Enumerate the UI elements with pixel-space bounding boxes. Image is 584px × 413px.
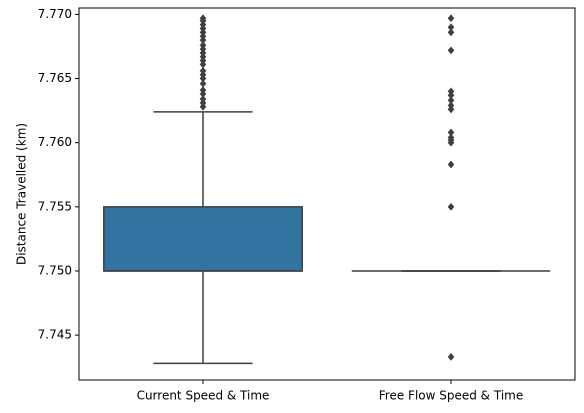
outlier-point [447, 28, 455, 37]
y-tick-label: 7.760 [38, 135, 72, 149]
outlier-point [447, 160, 455, 169]
iqr-box [103, 206, 303, 272]
outlier-point [199, 95, 207, 104]
outlier-point [447, 96, 455, 105]
outlier-point [447, 128, 455, 137]
plot-area-frame [78, 7, 576, 381]
outlier-point [447, 133, 455, 142]
outlier-point [199, 66, 207, 75]
x-tick-label: Free Flow Speed & Time [379, 389, 523, 403]
outlier-point [199, 79, 207, 88]
box-group-0 [103, 14, 303, 365]
y-tick-label: 7.770 [38, 7, 72, 21]
outlier-point [447, 87, 455, 96]
y-tick-label: 7.745 [38, 328, 72, 342]
outlier-point [447, 14, 455, 23]
y-axis: 7.745 7.750 7.755 7.760 7.765 7.770 [38, 7, 79, 342]
outlier-point [199, 86, 207, 95]
y-tick-label: 7.755 [38, 199, 72, 213]
x-axis: Current Speed & Time Free Flow Speed & Ti… [137, 380, 523, 403]
outlier-point [199, 41, 207, 50]
y-tick-label: 7.765 [38, 71, 72, 85]
outlier-point [447, 46, 455, 55]
x-tick-label: Current Speed & Time [137, 389, 270, 403]
y-axis-label: Distance Travelled (km) [15, 123, 29, 265]
outlier-point [447, 23, 455, 32]
outlier-point [199, 14, 207, 23]
outlier-point [447, 202, 455, 211]
outlier-point [447, 101, 455, 110]
outlier-point [447, 352, 455, 361]
y-tick-label: 7.750 [38, 263, 72, 277]
boxes-layer [103, 14, 551, 365]
box-group-1 [351, 14, 551, 361]
